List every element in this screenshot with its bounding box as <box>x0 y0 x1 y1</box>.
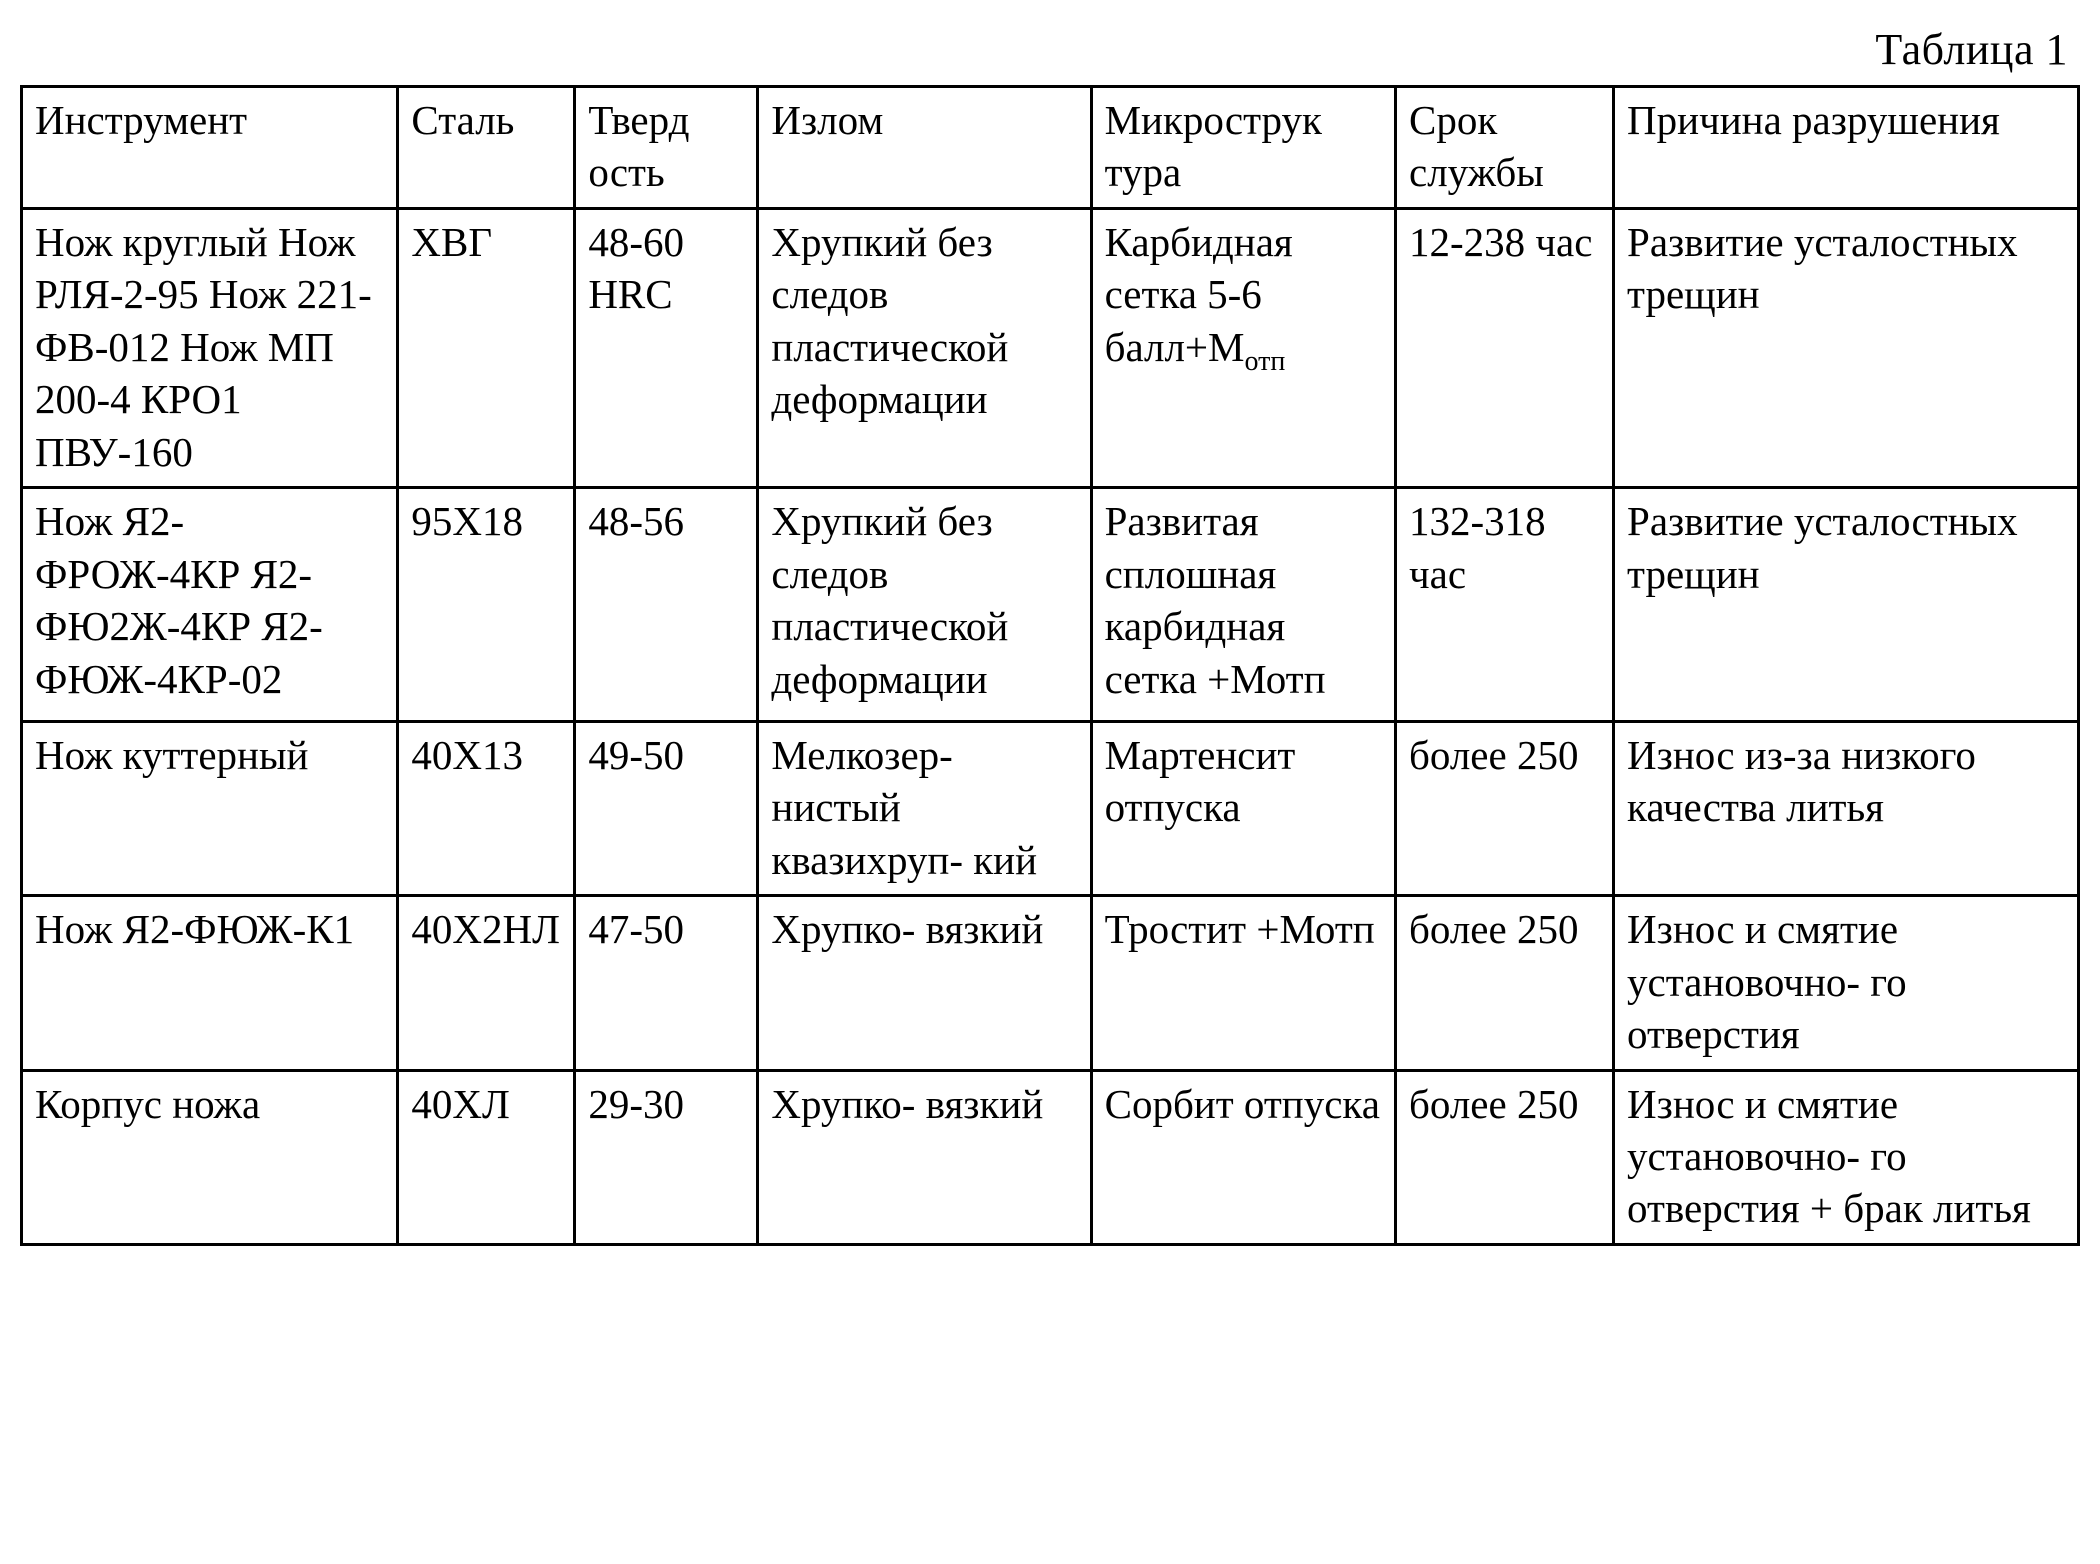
cell-fracture: Хрупко- вязкий <box>758 896 1091 1070</box>
cell-steel: ХВГ <box>398 208 575 487</box>
cell-steel: 95Х18 <box>398 488 575 721</box>
cell-instrument: Нож Я2-ФРОЖ-4КР Я2-ФЮ2Ж-4КР Я2-ФЮЖ-4КР-0… <box>22 488 398 721</box>
cell-instrument: Нож круглый Нож РЛЯ-2-95 Нож 221-ФВ-012 … <box>22 208 398 487</box>
cell-microstructure: Карбидная сетка 5-6 балл+Мотп <box>1091 208 1395 487</box>
cell-service-life: более 250 <box>1396 721 1614 895</box>
table-row: Нож куттерный 40Х13 49-50 Мелкозер- нист… <box>22 721 2079 895</box>
micro-text: Развитая сплошная карбидная сетка +Мотп <box>1105 498 1326 701</box>
cell-steel: 40ХЛ <box>398 1070 575 1244</box>
table-row: Нож Я2-ФЮЖ-К1 40Х2НЛ 47-50 Хрупко- вязки… <box>22 896 2079 1070</box>
cell-steel: 40Х2НЛ <box>398 896 575 1070</box>
page: Таблица 1 Инструмент Сталь Тверд ость Из… <box>0 0 2100 1564</box>
cell-fracture: Мелкозер- нистый квазихруп- кий <box>758 721 1091 895</box>
cell-instrument: Нож куттерный <box>22 721 398 895</box>
cell-failure-cause: Износ из-за низкого качества литья <box>1614 721 2079 895</box>
col-fracture: Излом <box>758 87 1091 209</box>
cell-steel: 40Х13 <box>398 721 575 895</box>
table-row: Нож круглый Нож РЛЯ-2-95 Нож 221-ФВ-012 … <box>22 208 2079 487</box>
micro-text: Тростит +Мотп <box>1105 906 1375 952</box>
cell-microstructure: Сорбит отпуска <box>1091 1070 1395 1244</box>
cell-service-life: более 250 <box>1396 896 1614 1070</box>
cell-microstructure: Мартенсит отпуска <box>1091 721 1395 895</box>
col-instrument: Инструмент <box>22 87 398 209</box>
cell-instrument: Корпус ножа <box>22 1070 398 1244</box>
table-row: Корпус ножа 40ХЛ 29-30 Хрупко- вязкий Со… <box>22 1070 2079 1244</box>
cell-failure-cause: Износ и смятие установочно- го отверстия… <box>1614 1070 2079 1244</box>
cell-fracture: Хрупко- вязкий <box>758 1070 1091 1244</box>
col-steel: Сталь <box>398 87 575 209</box>
col-hardness: Тверд ость <box>575 87 758 209</box>
cell-instrument: Нож Я2-ФЮЖ-К1 <box>22 896 398 1070</box>
cell-failure-cause: Развитие усталостных трещин <box>1614 208 2079 487</box>
col-microstructure: Микрострук тура <box>1091 87 1395 209</box>
cell-hardness: 48-56 <box>575 488 758 721</box>
materials-table: Инструмент Сталь Тверд ость Излом Микрос… <box>20 85 2080 1246</box>
micro-text: Мартенсит отпуска <box>1105 732 1296 830</box>
cell-service-life: 12-238 час <box>1396 208 1614 487</box>
cell-service-life: 132-318 час <box>1396 488 1614 721</box>
table-row: Нож Я2-ФРОЖ-4КР Я2-ФЮ2Ж-4КР Я2-ФЮЖ-4КР-0… <box>22 488 2079 721</box>
cell-microstructure: Тростит +Мотп <box>1091 896 1395 1070</box>
cell-hardness: 29-30 <box>575 1070 758 1244</box>
table-header-row: Инструмент Сталь Тверд ость Излом Микрос… <box>22 87 2079 209</box>
col-service-life: Срок службы <box>1396 87 1614 209</box>
cell-failure-cause: Развитие усталостных трещин <box>1614 488 2079 721</box>
cell-hardness: 48-60 HRC <box>575 208 758 487</box>
col-failure-cause: Причина разрушения <box>1614 87 2079 209</box>
cell-failure-cause: Износ и смятие установочно- го отверстия <box>1614 896 2079 1070</box>
micro-subscript: отп <box>1245 346 1286 377</box>
cell-fracture: Хрупкий без следов пластической деформац… <box>758 488 1091 721</box>
cell-hardness: 47-50 <box>575 896 758 1070</box>
cell-fracture: Хрупкий без следов пластической деформац… <box>758 208 1091 487</box>
cell-microstructure: Развитая сплошная карбидная сетка +Мотп <box>1091 488 1395 721</box>
table-caption: Таблица 1 <box>20 24 2080 75</box>
cell-hardness: 49-50 <box>575 721 758 895</box>
micro-text: Сорбит отпуска <box>1105 1081 1380 1127</box>
cell-service-life: более 250 <box>1396 1070 1614 1244</box>
